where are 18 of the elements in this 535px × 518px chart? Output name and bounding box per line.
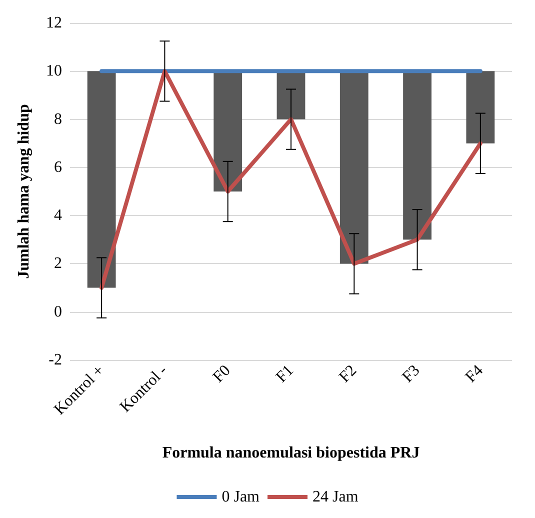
x-tick-label: F0 xyxy=(210,362,234,386)
y-tick-label: -2 xyxy=(48,352,62,368)
y-tick-label: 4 xyxy=(54,207,62,224)
y-tick-label: 12 xyxy=(46,14,62,32)
line-series xyxy=(100,69,482,290)
y-tick-label: 0 xyxy=(54,303,62,320)
y-tick-label: 6 xyxy=(54,158,62,176)
x-tick-label: F3 xyxy=(399,362,424,386)
x-axis-title: Formula nanoemulasi biopestida PRJ xyxy=(162,444,420,462)
x-tick-label: F4 xyxy=(462,362,486,386)
x-tick-label: F1 xyxy=(273,362,298,386)
y-tick-label: 8 xyxy=(54,110,62,128)
y-tick-label: 10 xyxy=(46,62,62,80)
y-tick-label: 2 xyxy=(54,255,62,272)
x-tick-label: F2 xyxy=(336,362,360,386)
legend-label: 0 Jam xyxy=(222,488,260,506)
legend-label: 24 Jam xyxy=(312,488,359,506)
y-axis-title: Jumlah hama yang hidup xyxy=(16,104,32,279)
